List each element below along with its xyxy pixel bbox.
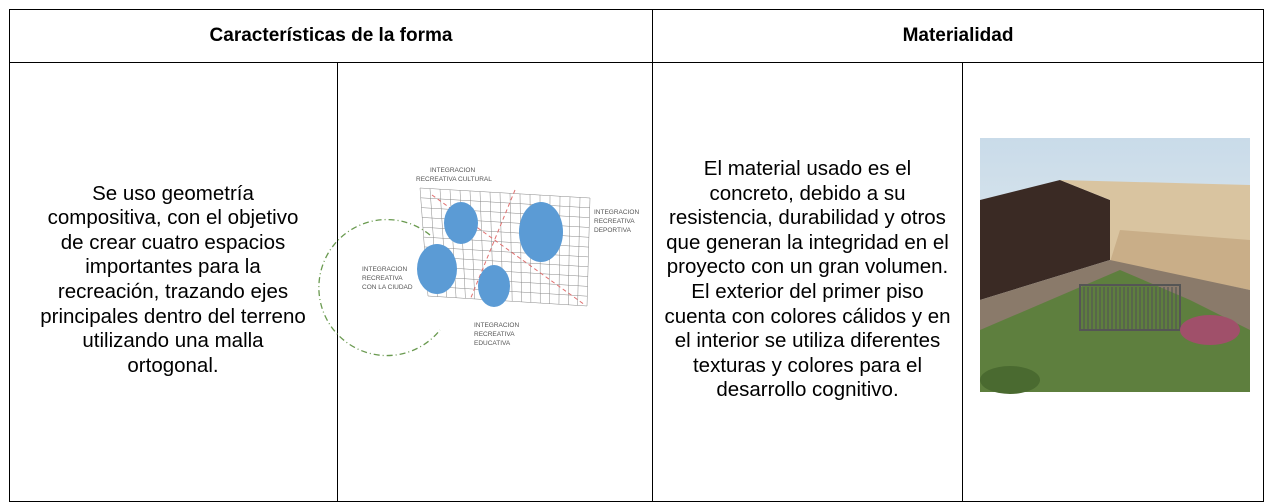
grid-line [520,194,522,302]
diagram-label: RECREATIVA [362,275,403,282]
diagram-label: RECREATIVA [594,218,635,225]
grid-line [420,188,590,198]
diagram-label: INTEGRACION [430,167,475,174]
grid-line [587,198,590,306]
diagram-label: CON LA CIUDAD [362,284,413,291]
grid-line [559,196,560,304]
grid-line [578,197,580,305]
grid-line [421,198,590,208]
diagram-label: DEPORTIVA [594,227,632,234]
grid-line [510,193,512,301]
grid-line [424,237,589,247]
diagram-label: INTEGRACION [362,266,407,273]
diagram-label: INTEGRACION [474,322,519,329]
diagram-label: EDUCATIVA [474,340,511,347]
photo [980,138,1250,394]
diagram-label: RECREATIVA CULTURAL [416,176,492,183]
diagram [319,188,590,356]
diagram-label: RECREATIVA [474,331,515,338]
grid-line [568,197,570,305]
diagram-label: INTEGRACION [594,209,639,216]
grid-line [428,296,587,306]
